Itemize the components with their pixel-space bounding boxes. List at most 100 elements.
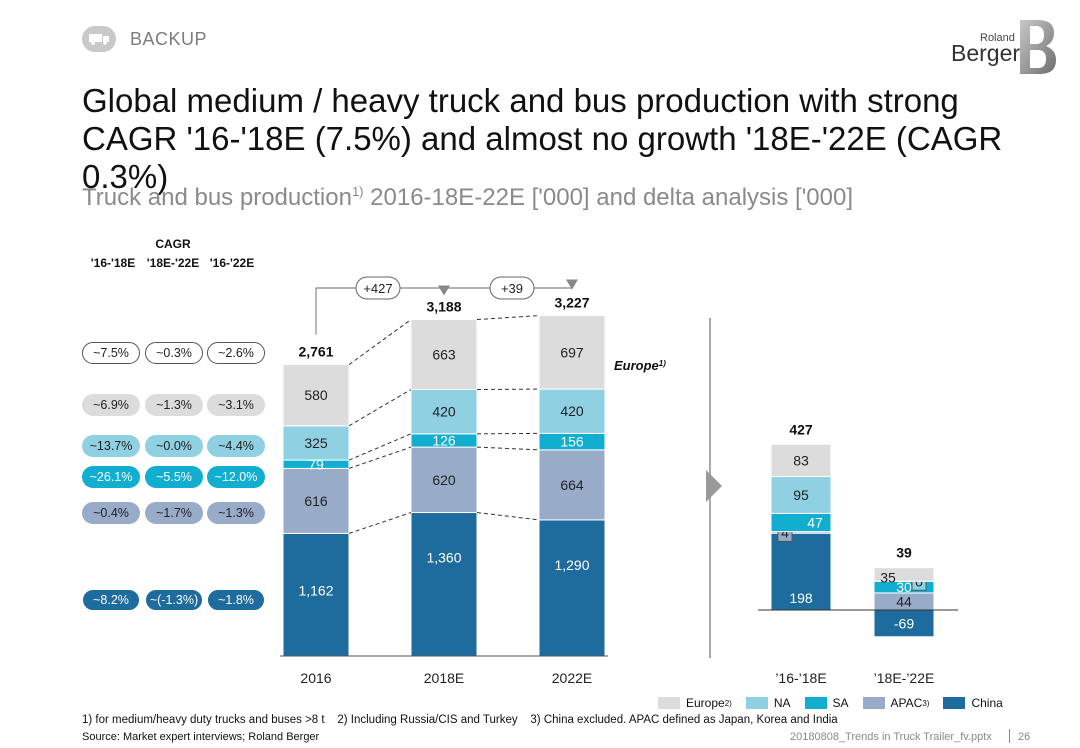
- cagr-pill-china: ~(-1.3%): [145, 589, 203, 611]
- delta-value-label: 83: [793, 452, 809, 468]
- connector-line: [348, 512, 412, 534]
- legend-label: APAC: [890, 696, 923, 710]
- bar-europe: [538, 315, 606, 390]
- footnote: 1) for medium/heavy duty trucks and buse…: [82, 714, 838, 726]
- delta-value-label: -69: [894, 615, 914, 631]
- x-tick-label: ’16-’18E: [775, 670, 826, 686]
- cagr-pill-total: ~7.5%: [82, 342, 140, 364]
- footer-divider: [1009, 729, 1010, 743]
- bar-na: [538, 388, 606, 434]
- cagr-col-header: '18E-'22E: [146, 256, 200, 270]
- connector-line: [476, 512, 540, 521]
- bar-value-label: 580: [304, 387, 328, 403]
- legend-label: NA: [773, 696, 791, 710]
- bar-value-label: 664: [560, 477, 584, 493]
- cagr-pill-europe: ~1.3%: [145, 394, 203, 416]
- delta-label: +39: [501, 281, 523, 296]
- bar-china: [410, 512, 478, 657]
- bar-europe: [410, 319, 478, 391]
- delta-value-label: 44: [896, 593, 912, 609]
- delta-pill: [355, 276, 401, 300]
- bar-total-label: 2,761: [298, 344, 333, 360]
- cagr-pill-na: ~0.0%: [145, 435, 203, 457]
- roland-berger-logo-icon: [1020, 20, 1056, 74]
- legend-footnote-ref: 3): [922, 698, 930, 708]
- page-title: Global medium / heavy truck and bus prod…: [82, 82, 1003, 195]
- x-tick-label: ’18E-’22E: [874, 670, 935, 686]
- cagr-col-header: '16-'22E: [209, 256, 255, 270]
- legend-item-apac: APAC 3): [862, 696, 930, 710]
- legend-label: SA: [832, 696, 849, 710]
- cagr-title: CAGR: [155, 237, 191, 251]
- cagr-col-header: '16-'18E: [90, 256, 136, 270]
- transition-arrow: [706, 470, 722, 502]
- delta-bar-china: [770, 532, 832, 611]
- delta-value-label: 95: [793, 487, 809, 503]
- truck-icon: [89, 34, 109, 45]
- backup-badge: [82, 26, 116, 52]
- cagr-pill-sa: ~26.1%: [82, 466, 140, 488]
- subtitle-rest: 2016-18E-22E ['000] and delta analysis […: [363, 184, 854, 211]
- legend-footnote-ref: 2): [724, 698, 732, 708]
- bar-value-label: 126: [432, 432, 456, 448]
- delta-bar-europe: [873, 567, 935, 582]
- delta-label: +427: [363, 281, 392, 296]
- bar-value-label: 420: [432, 404, 456, 420]
- bar-value-label: 620: [432, 472, 456, 488]
- bar-apac: [410, 446, 478, 514]
- delta-value-label: 4: [781, 524, 789, 540]
- cagr-pill-na: ~4.4%: [207, 435, 265, 457]
- cagr-pill-apac: ~1.7%: [145, 502, 203, 524]
- cagr-pill-europe: ~3.1%: [207, 394, 265, 416]
- subtitle-footnote-ref: 1): [351, 184, 364, 199]
- connector-line: [476, 446, 540, 451]
- page-number: 26: [1018, 731, 1031, 743]
- cagr-pill-sa: ~5.5%: [145, 466, 203, 488]
- delta-value-label: 30: [896, 579, 912, 595]
- delta-bar-europe: [770, 443, 832, 478]
- subtitle-main: Truck and bus production: [82, 184, 352, 211]
- legend-label: China: [971, 696, 1003, 710]
- delta-total-label: 427: [789, 421, 813, 437]
- bar-value-label: 616: [304, 493, 328, 509]
- bar-na: [282, 425, 350, 461]
- legend-swatch: [943, 697, 966, 709]
- bar-apac: [538, 449, 606, 521]
- connector-line: [348, 433, 412, 461]
- cagr-pill-sa: ~12.0%: [207, 466, 265, 488]
- cagr-pill-total: ~0.3%: [145, 342, 203, 364]
- connector-line: [348, 389, 412, 427]
- source-note: Source: Market expert interviews; Roland…: [82, 731, 320, 743]
- delta-value-label: 198: [789, 590, 813, 606]
- x-tick-label: 2018E: [424, 670, 464, 686]
- cagr-pill-na: ~13.7%: [82, 435, 140, 457]
- cagr-pill-china: ~1.8%: [207, 589, 265, 611]
- delta-arrow: [438, 285, 450, 296]
- cagr-pill-apac: ~1.3%: [207, 502, 265, 524]
- legend-item-china: China: [943, 696, 1003, 710]
- cagr-pill-apac: ~0.4%: [82, 502, 140, 524]
- bar-china: [538, 519, 606, 657]
- bar-total-label: 3,227: [554, 295, 589, 311]
- delta-bar-china: [873, 609, 935, 638]
- chart-subtitle: Truck and bus production1) 2016-18E-22E …: [82, 184, 853, 212]
- x-tick-label: 2022E: [552, 670, 592, 686]
- bar-value-label: 663: [432, 347, 456, 363]
- bar-value-label: 1,360: [426, 550, 461, 566]
- legend-swatch: [658, 697, 680, 709]
- delta-value-label: 35: [880, 569, 896, 585]
- logo-text-berger: Berger: [951, 40, 1021, 66]
- legend-swatch: [804, 697, 827, 709]
- bar-value-label: 1,290: [554, 557, 589, 573]
- legend-swatch: [862, 697, 885, 709]
- cagr-pill-china: ~8.2%: [82, 589, 140, 611]
- file-name: 20180808_Trends in Truck Trailer_fv.pptx: [790, 731, 992, 743]
- legend-item-sa: SA: [804, 696, 849, 710]
- bar-value-label: 697: [560, 344, 584, 360]
- bar-apac: [282, 467, 350, 534]
- delta-bar-na: [770, 476, 832, 514]
- bar-value-label: 325: [304, 435, 328, 451]
- bar-value-label: 156: [560, 434, 584, 450]
- europe-annotation: Europe1): [614, 358, 666, 373]
- legend-label: Europe: [686, 696, 725, 710]
